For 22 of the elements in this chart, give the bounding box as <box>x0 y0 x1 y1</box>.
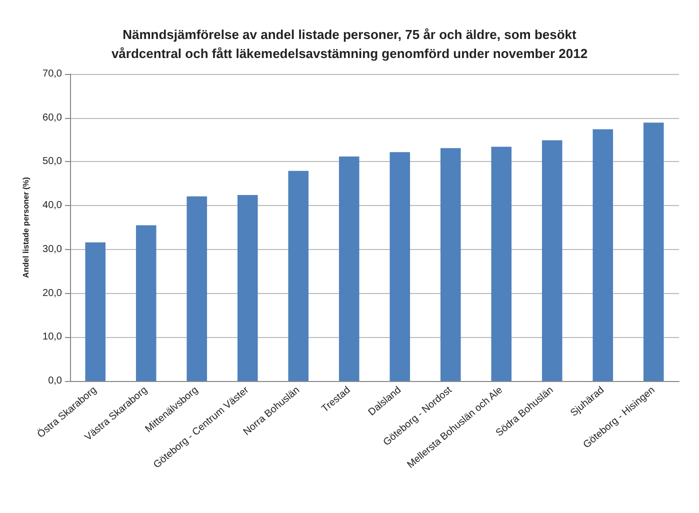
bar <box>542 140 562 381</box>
bar <box>592 129 614 381</box>
y-axis-title: Andel listade personer (%) <box>22 176 30 278</box>
bar <box>85 242 106 381</box>
y-tick-label: 30,0 <box>42 244 62 255</box>
y-tick-label: 60,0 <box>42 112 62 124</box>
bar <box>237 195 258 381</box>
chart-title: Nämndsjämförelse av andel listade personer, 75 år och äldre, som besökt vårdcentral och fått läkemedelsavstämning genomförd under november 2012 <box>111 27 588 61</box>
bar <box>136 225 156 381</box>
bar <box>338 156 360 381</box>
bar <box>491 146 512 381</box>
y-tick-label: 20,0 <box>42 288 62 299</box>
y-tick-label: 10,0 <box>42 332 62 343</box>
bar <box>288 170 309 381</box>
bar <box>643 122 664 381</box>
bar <box>440 148 461 381</box>
y-tick-label: 40,0 <box>42 200 62 212</box>
bar <box>186 196 208 381</box>
y-tick-label: 0,0 <box>48 376 62 386</box>
y-tick-label: 70,0 <box>42 68 62 80</box>
y-tick-label: 50,0 <box>42 156 62 168</box>
bar <box>390 152 410 381</box>
